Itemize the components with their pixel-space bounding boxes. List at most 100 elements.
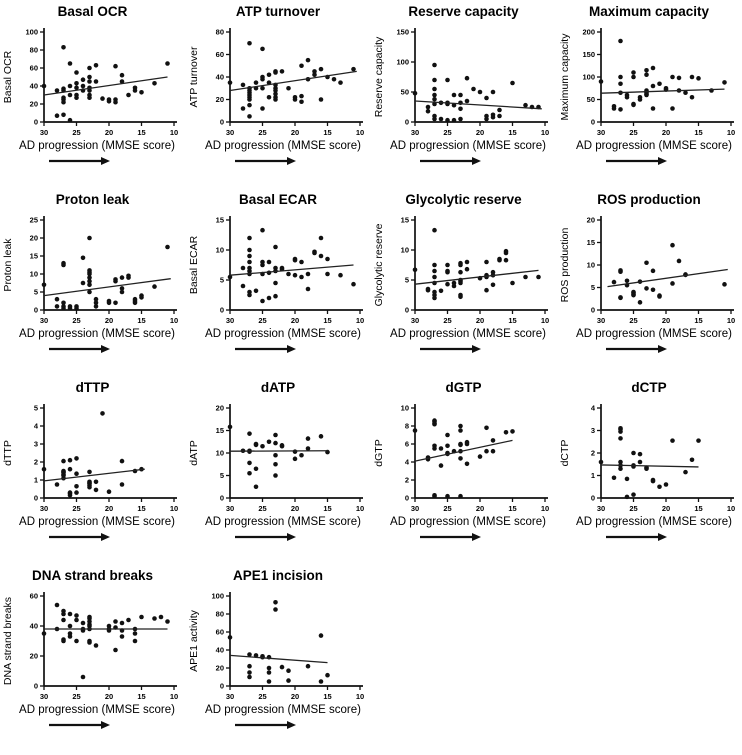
data-point — [695, 76, 701, 81]
x-tick-label: 20 — [290, 692, 298, 701]
data-point — [41, 466, 47, 472]
chart-canvas: 0 20 40 60 80 100 30 25 20 15 10 APE1 activity AD pr… — [188, 592, 364, 729]
subplot-datp: dATP 0 5 10 15 20 30 25 20 15 10 dATP AD progression… — [186, 378, 371, 566]
y-tick-label: 1 — [34, 476, 38, 485]
y-tick-label: 50 — [401, 88, 409, 97]
y-axis-label: Basal OCR — [2, 50, 14, 103]
data-point — [318, 253, 323, 259]
x-tick-label: 25 — [629, 128, 637, 137]
data-point — [285, 85, 291, 91]
y-tick-label: 20 — [215, 404, 223, 413]
y-axis-label: Proton leak — [2, 238, 14, 292]
data-point — [650, 83, 655, 89]
data-point — [61, 638, 66, 644]
data-point — [617, 429, 623, 434]
data-point — [637, 97, 642, 102]
data-point — [67, 83, 73, 89]
y-tick-label: 0 — [405, 306, 409, 315]
x-tick-label: 10 — [355, 692, 363, 701]
x-tick-label: 20 — [661, 128, 669, 137]
y-axis-label: DNA strand breaks — [2, 597, 14, 685]
data-point — [432, 446, 437, 451]
data-point — [458, 456, 463, 461]
data-point — [285, 668, 291, 673]
data-point — [246, 253, 252, 259]
data-point — [445, 493, 450, 499]
x-tick-label: 25 — [258, 504, 266, 513]
y-tick-label: 0 — [219, 682, 223, 691]
data-point — [464, 98, 470, 104]
x-axis-label: AD progression (MMSE score) — [19, 704, 175, 716]
data-point — [74, 484, 79, 489]
data-point — [682, 469, 688, 475]
data-point — [152, 616, 157, 621]
data-point — [432, 295, 437, 301]
subplot-ape1-incision: APE1 incision 0 20 40 60 80 100 30 25 20 15 10 APE1 … — [186, 566, 371, 754]
x-tick-label: 30 — [411, 316, 419, 325]
data-point — [650, 287, 655, 293]
data-point — [305, 663, 310, 669]
progression-arrow-icon — [234, 157, 296, 165]
data-point — [266, 295, 271, 301]
y-tick-label: 40 — [30, 622, 38, 631]
chart-canvas: 0 5 10 15 20 30 25 20 15 10 dATP AD progression (MM… — [188, 404, 364, 541]
data-point — [484, 259, 489, 265]
data-point — [669, 281, 675, 286]
data-point — [630, 292, 636, 298]
chart-canvas: 0 20 40 60 80 100 30 25 20 15 10 Basal OCR AD progre… — [2, 28, 178, 165]
x-tick-label: 20 — [105, 504, 113, 513]
chart-canvas: 0 1 2 3 4 5 30 25 20 15 10 dTTP AD progression (MMSE… — [2, 404, 178, 541]
x-tick-label: 25 — [443, 316, 451, 325]
data-point — [54, 602, 60, 608]
x-tick-label: 30 — [411, 128, 419, 137]
x-tick-label: 30 — [40, 316, 48, 325]
data-point — [259, 76, 265, 82]
chart-title: dATP — [260, 380, 296, 395]
x-tick-label: 10 — [726, 128, 734, 137]
data-point — [324, 672, 330, 678]
data-point — [41, 282, 47, 288]
data-point — [624, 476, 629, 482]
progression-arrow-icon — [605, 157, 667, 165]
data-point — [87, 289, 92, 295]
data-point — [113, 300, 118, 306]
data-point — [246, 663, 252, 669]
data-point — [272, 91, 278, 97]
data-point — [93, 487, 99, 493]
data-point — [87, 65, 92, 71]
x-tick-label: 15 — [694, 504, 702, 513]
data-point — [240, 283, 245, 289]
data-point — [617, 466, 623, 472]
data-point — [643, 67, 649, 73]
data-point — [152, 284, 157, 289]
data-point — [458, 269, 463, 275]
data-point — [119, 286, 125, 291]
data-point — [285, 678, 291, 683]
x-tick-label: 20 — [476, 316, 484, 325]
x-tick-label: 15 — [323, 504, 331, 513]
subplot-atp-turnover: ATP turnover 0 20 40 60 80 30 25 20 15 10 ATP turno… — [186, 2, 371, 190]
data-point — [272, 607, 278, 612]
y-tick-label: 100 — [582, 73, 595, 82]
data-point — [292, 97, 297, 102]
data-point — [41, 631, 47, 636]
y-tick-label: 15 — [586, 238, 594, 247]
data-point — [80, 674, 86, 680]
x-tick-label: 15 — [137, 128, 145, 137]
y-axis-label: dCTP — [559, 440, 571, 467]
data-point — [337, 272, 343, 278]
data-point — [41, 83, 47, 89]
data-point — [54, 88, 60, 93]
data-point — [67, 61, 73, 66]
data-point — [139, 90, 144, 95]
data-point — [272, 280, 278, 286]
data-point — [617, 81, 623, 87]
y-tick-label: 100 — [396, 58, 409, 67]
data-point — [253, 80, 258, 85]
data-point — [630, 492, 636, 497]
data-point — [113, 63, 118, 69]
chart-title: ROS production — [597, 192, 701, 207]
y-tick-label: 4 — [34, 422, 39, 431]
data-point — [650, 268, 655, 274]
y-tick-label: 2 — [405, 476, 409, 485]
